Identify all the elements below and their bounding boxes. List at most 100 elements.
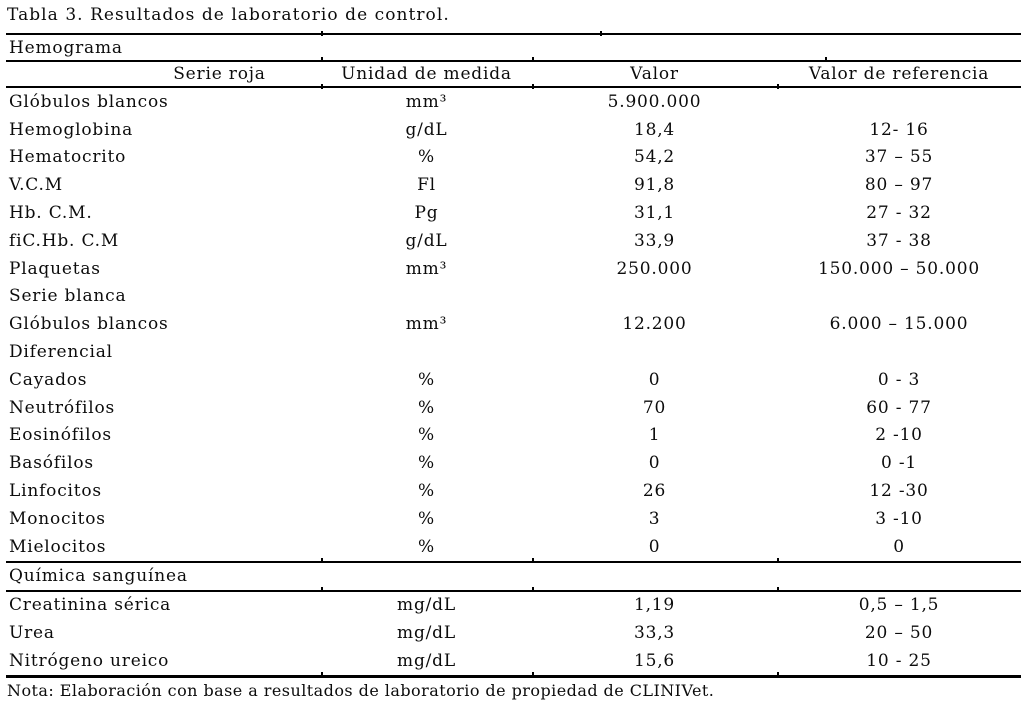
unit-value: % (418, 481, 435, 502)
reference-range: 60 - 77 (866, 397, 932, 418)
measured-value: 12.200 (622, 314, 687, 335)
reference-range: 37 – 55 (864, 147, 934, 168)
data-row: Hb. C.M. Pg 31,1 27 - 32 (6, 199, 1021, 227)
unit-value: mm³ (405, 258, 448, 279)
measured-value: 26 (642, 481, 667, 502)
measured-value: 3 (648, 508, 661, 529)
table-caption: Tabla 3. Resultados de laboratorio de co… (7, 5, 450, 25)
column-tick (532, 587, 534, 592)
unit-value: g/dL (405, 119, 448, 140)
measured-value: 0 (648, 536, 661, 557)
data-row: Urea mg/dL 33,3 20 – 50 (6, 619, 1021, 647)
unit-value: % (418, 453, 435, 474)
unit-value: mg/dL (397, 623, 456, 644)
unit-value: mg/dL (321, 647, 532, 678)
section-label: Hemograma (6, 33, 1022, 62)
column-tick (600, 31, 602, 36)
parameter-name: Basófilos (9, 453, 94, 474)
measured-value: 15,6 (532, 647, 777, 678)
column-tick (532, 57, 534, 62)
measured-value: 0 (648, 369, 661, 390)
unit-value: % (418, 147, 435, 168)
section-row-quimica: Química sanguínea (6, 560, 1022, 592)
lab-results-table: Hemograma Serie roja Unidad de medida Valor… (6, 33, 1022, 678)
parameter-name: Hematocrito (9, 147, 127, 168)
measured-value: 1 (648, 425, 661, 446)
reference-range: 80 – 97 (864, 175, 934, 196)
reference-range: 0 -1 (881, 453, 917, 474)
unit-value: mg/dL (397, 595, 456, 616)
parameter-name: Urea (9, 623, 55, 644)
column-tick (777, 84, 779, 89)
unit-value: mm³ (405, 314, 448, 335)
measured-value: 91,8 (633, 175, 676, 196)
column-tick (321, 31, 323, 36)
unit-value: Pg (414, 203, 439, 224)
unit-value: % (418, 425, 435, 446)
column-tick (532, 558, 534, 563)
reference-range: 0 - 3 (877, 369, 921, 390)
column-tick (321, 672, 323, 677)
column-tick (777, 558, 779, 563)
lab-results-body: Hemograma Serie roja Unidad de medida Valor… (6, 33, 1022, 678)
data-row: Glóbulos blancos mm³ 12.200 6.000 – 15.000 (6, 310, 1021, 338)
subsection-row: Diferencial (6, 338, 1021, 366)
data-row: Creatinina sérica mg/dL 1,19 0,5 – 1,5 (6, 591, 1021, 620)
column-tick (321, 587, 323, 592)
data-row: Nitrógeno ureico mg/dL 15,6 10 - 25 (6, 647, 1022, 678)
unit-value: % (418, 508, 435, 529)
column-tick (532, 84, 534, 89)
parameter-name: Plaquetas (9, 258, 101, 279)
data-row: Mielocitos% 0 0 (6, 533, 1021, 562)
data-row: Hemoglobina g/dL 18,4 12- 16 (6, 116, 1021, 144)
data-row: V.C.M Fl 91,8 80 – 97 (6, 171, 1021, 199)
parameter-name: Monocitos (9, 508, 106, 529)
reference-range: 27 - 32 (866, 203, 932, 224)
subsection-row: Serie blanca (6, 283, 1021, 311)
data-row: Glóbulos blancos mm³ 5.900.000 (6, 87, 1021, 116)
parameter-name: Linfocitos (9, 481, 102, 502)
column-tick (321, 84, 323, 89)
reference-range: 12- 16 (869, 119, 929, 140)
reference-range: 2 -10 (875, 425, 923, 446)
parameter-name: Eosinófilos (9, 425, 112, 446)
data-row: Hematocrito% 54,2 37 – 55 (6, 144, 1021, 172)
measured-value: 33,9 (633, 230, 676, 251)
parameter-name: Hb. C.M. (9, 203, 93, 224)
measured-value: 31,1 (633, 203, 676, 224)
measured-value: 54,2 (633, 147, 676, 168)
column-header: Serie roja (6, 61, 321, 88)
measured-value: 70 (642, 397, 667, 418)
subsection-label: Serie blanca (9, 286, 127, 307)
column-header: Unidad de medida (321, 61, 532, 88)
parameter-name: Cayados (9, 369, 88, 390)
column-header: Valor de referencia (777, 61, 1022, 88)
reference-range: 6.000 – 15.000 (829, 314, 969, 335)
reference-range: 0,5 – 1,5 (858, 595, 940, 616)
parameter-name: Creatinina sérica (9, 595, 172, 616)
unit-value: % (418, 397, 435, 418)
unit-value: mm³ (405, 91, 448, 112)
parameter-name: V.C.M (9, 175, 63, 196)
table-note: Nota: Elaboración con base a resultados … (7, 681, 715, 700)
column-tick (777, 587, 779, 592)
column-header: Valor (532, 61, 777, 88)
parameter-name: fiC.Hb. C.M (9, 230, 120, 251)
unit-value: Fl (417, 175, 436, 196)
data-row: Plaquetas mm³ 250.000 150.000 – 50.000 (6, 255, 1021, 283)
column-tick (825, 57, 827, 62)
reference-range (777, 87, 1021, 116)
unit-value: % (418, 369, 435, 390)
section-label: Química sanguínea (6, 560, 1022, 592)
column-tick (321, 558, 323, 563)
column-header-row: Serie roja Unidad de medida Valor Valor de … (6, 61, 1022, 88)
measured-value: 33,3 (633, 623, 676, 644)
data-row: Monocitos% 3 3 -10 (6, 505, 1021, 533)
measured-value: 5.900.000 (607, 91, 702, 112)
measured-value: 18,4 (633, 119, 676, 140)
parameter-name: Glóbulos blancos (9, 91, 169, 112)
parameter-name: Glóbulos blancos (9, 314, 169, 335)
unit-value: % (418, 536, 435, 557)
parameter-name: Nitrógeno ureico (6, 647, 321, 678)
